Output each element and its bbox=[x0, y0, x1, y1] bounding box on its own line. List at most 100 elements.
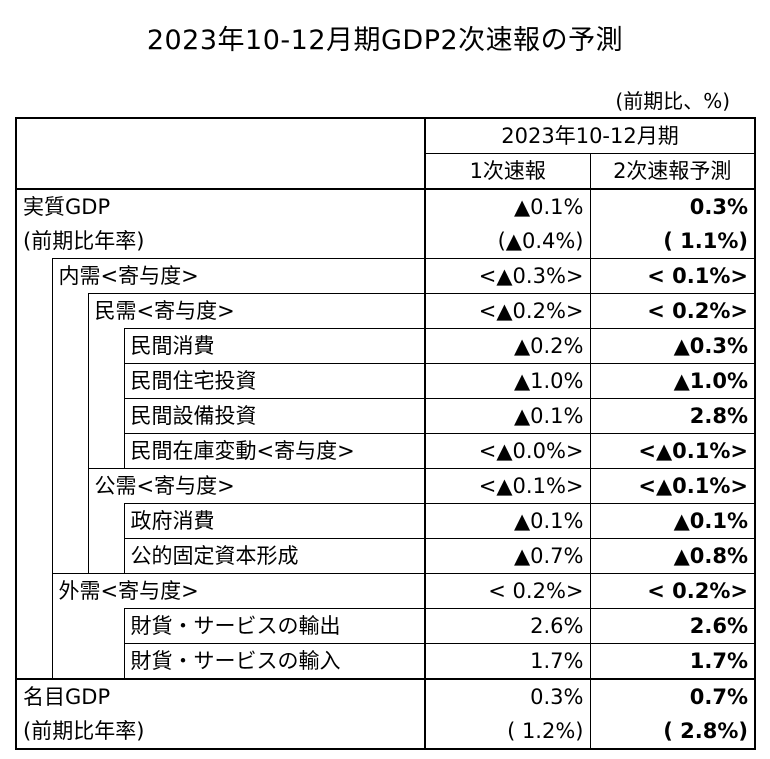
value-first-release: ▲0.1% bbox=[424, 503, 590, 539]
indent-cell bbox=[51, 468, 88, 504]
row-label: 名目GDP bbox=[15, 678, 425, 714]
value-first-release: ▲0.1% bbox=[424, 189, 590, 224]
row-label: 政府消費 bbox=[123, 503, 425, 539]
row-label: (前期比年率) bbox=[15, 224, 425, 259]
row-label: 民間在庫変動<寄与度> bbox=[123, 433, 425, 469]
row-label: 公需<寄与度> bbox=[87, 468, 425, 504]
indent-cell bbox=[88, 644, 124, 680]
indent-cell bbox=[51, 538, 88, 574]
row-label: 民間住宅投資 bbox=[123, 363, 425, 399]
value-second-forecast: 0.3% bbox=[589, 189, 756, 224]
table-row: 民間住宅投資 ▲1.0% ▲1.0% bbox=[15, 363, 756, 399]
value-second-forecast: 1.7% bbox=[589, 643, 756, 679]
header-blank-cell bbox=[15, 117, 425, 190]
value-first-release: ( 1.2%) bbox=[424, 714, 590, 750]
value-second-forecast: 0.7% bbox=[589, 678, 756, 714]
indent-cell bbox=[15, 468, 52, 504]
indent-cell bbox=[15, 363, 52, 399]
value-first-release: 0.3% bbox=[424, 678, 590, 714]
row-label: 内需<寄与度> bbox=[51, 258, 425, 294]
indent-cell bbox=[87, 433, 124, 469]
value-second-forecast: ▲0.8% bbox=[589, 538, 756, 574]
value-second-forecast: ▲0.3% bbox=[589, 328, 756, 364]
indent-cell bbox=[51, 503, 88, 539]
value-second-forecast: < 0.1%> bbox=[589, 258, 756, 294]
indent-cell bbox=[15, 433, 52, 469]
row-label: 民間設備投資 bbox=[123, 398, 425, 434]
indent-cell bbox=[15, 503, 52, 539]
value-first-release: <▲0.1%> bbox=[424, 468, 590, 504]
row-label: 実質GDP bbox=[15, 189, 425, 224]
indent-cell bbox=[87, 328, 124, 364]
value-first-release: ▲0.1% bbox=[424, 398, 590, 434]
table-row: 民間設備投資 ▲0.1% 2.8% bbox=[15, 398, 756, 434]
value-second-forecast: ▲1.0% bbox=[589, 363, 756, 399]
indent-cell bbox=[51, 643, 88, 679]
row-label: (前期比年率) bbox=[15, 714, 425, 750]
indent-cell bbox=[15, 573, 52, 609]
table-row: 民間消費 ▲0.2% ▲0.3% bbox=[15, 328, 756, 364]
indent-cell bbox=[87, 398, 124, 434]
header-period: 2023年10-12月期 bbox=[424, 117, 756, 154]
indent-cell bbox=[51, 363, 88, 399]
value-first-release: (▲0.4%) bbox=[424, 224, 590, 259]
indent-cell bbox=[51, 608, 88, 644]
gdp-forecast-table: 2023年10-12月期 1次速報 2次速報予測 実質GDP ▲0.1% 0.3… bbox=[15, 117, 756, 750]
table-row: 公需<寄与度> <▲0.1%> <▲0.1%> bbox=[15, 468, 756, 504]
indent-cell bbox=[87, 503, 124, 539]
table-row: 公的固定資本形成 ▲0.7% ▲0.8% bbox=[15, 538, 756, 574]
value-first-release: ▲1.0% bbox=[424, 363, 590, 399]
row-label: 民需<寄与度> bbox=[87, 293, 425, 329]
table-row: 財貨・サービスの輸出 2.6% 2.6% bbox=[15, 608, 756, 644]
page-title: 2023年10-12月期GDP2次速報の予測 bbox=[146, 25, 624, 56]
value-second-forecast: < 0.2%> bbox=[589, 573, 756, 609]
row-label: 財貨・サービスの輸入 bbox=[123, 643, 425, 679]
value-first-release: ▲0.7% bbox=[424, 538, 590, 574]
value-first-release: 2.6% bbox=[424, 608, 590, 644]
indent-cell bbox=[87, 538, 124, 574]
indent-cell bbox=[15, 643, 52, 679]
table-row: 財貨・サービスの輸入 1.7% 1.7% bbox=[15, 643, 756, 680]
value-first-release: < 0.2%> bbox=[424, 573, 590, 609]
row-label: 公的固定資本形成 bbox=[123, 538, 425, 574]
row-label: 外需<寄与度> bbox=[51, 573, 425, 609]
indent-cell bbox=[88, 609, 124, 644]
value-second-forecast: <▲0.1%> bbox=[589, 433, 756, 469]
value-first-release: <▲0.2%> bbox=[424, 293, 590, 329]
table-row: 政府消費 ▲0.1% ▲0.1% bbox=[15, 503, 756, 539]
table-row: (前期比年率) (▲0.4%) ( 1.1%) bbox=[15, 224, 756, 259]
indent-cell bbox=[15, 328, 52, 364]
header-row-period: 2023年10-12月期 bbox=[15, 117, 756, 190]
indent-cell bbox=[15, 258, 52, 294]
indent-cell bbox=[15, 398, 52, 434]
indent-cell bbox=[87, 363, 124, 399]
header-col-second-forecast: 2次速報予測 bbox=[589, 153, 756, 190]
table-row: (前期比年率) ( 1.2%) ( 2.8%) bbox=[15, 714, 756, 750]
indent-cell bbox=[15, 608, 52, 644]
table-row: 外需<寄与度> < 0.2%> < 0.2%> bbox=[15, 573, 756, 609]
indent-cell bbox=[15, 538, 52, 574]
row-label: 財貨・サービスの輸出 bbox=[123, 608, 425, 644]
indent-cell bbox=[51, 433, 88, 469]
header-col-first-release: 1次速報 bbox=[424, 153, 590, 190]
table-row: 民需<寄与度> <▲0.2%> < 0.2%> bbox=[15, 293, 756, 329]
value-second-forecast: ( 2.8%) bbox=[589, 714, 756, 750]
row-label: 民間消費 bbox=[123, 328, 425, 364]
header-row-columns: 1次速報 2次速報予測 bbox=[16, 153, 756, 190]
table-row: 実質GDP ▲0.1% 0.3% bbox=[15, 189, 756, 224]
table-row: 内需<寄与度> <▲0.3%> < 0.1%> bbox=[15, 258, 756, 294]
value-second-forecast: ▲0.1% bbox=[589, 503, 756, 539]
table-row: 民間在庫変動<寄与度> <▲0.0%> <▲0.1%> bbox=[15, 433, 756, 469]
value-first-release: <▲0.3%> bbox=[424, 258, 590, 294]
value-second-forecast: ( 1.1%) bbox=[589, 224, 756, 259]
value-first-release: ▲0.2% bbox=[424, 328, 590, 364]
value-second-forecast: 2.8% bbox=[589, 398, 756, 434]
value-first-release: 1.7% bbox=[424, 643, 590, 679]
value-first-release: <▲0.0%> bbox=[424, 433, 590, 469]
indent-cell bbox=[15, 293, 52, 329]
table-row: 名目GDP 0.3% 0.7% bbox=[15, 678, 756, 714]
indent-cell bbox=[51, 328, 88, 364]
value-second-forecast: <▲0.1%> bbox=[589, 468, 756, 504]
value-second-forecast: < 0.2%> bbox=[589, 293, 756, 329]
unit-note: (前期比、%) bbox=[615, 89, 730, 113]
